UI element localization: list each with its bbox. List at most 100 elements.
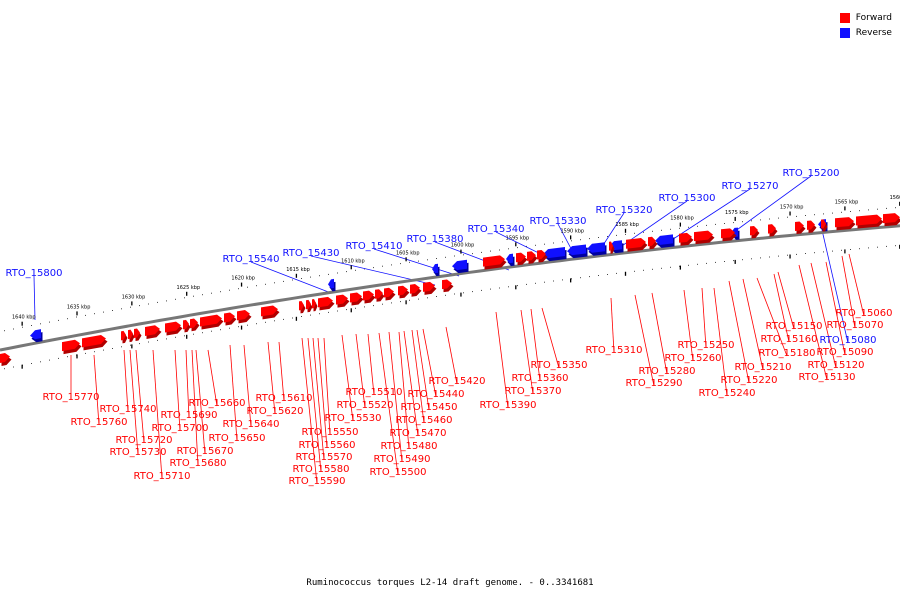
gene-label: RTO_15650 [208, 433, 265, 444]
gene-label: RTO_15720 [115, 435, 172, 446]
lower-track-dot [49, 359, 50, 361]
axis-tick-lower [240, 325, 243, 330]
gene-arrow-body [363, 290, 374, 301]
lower-track-dot [346, 309, 347, 311]
forward-gene-arrow[interactable] [165, 321, 183, 336]
forward-gene-arrow[interactable] [516, 252, 528, 266]
forward-gene-arrow[interactable] [609, 241, 615, 254]
forward-gene-arrow[interactable] [312, 299, 318, 312]
gene-arrow-body [261, 305, 278, 317]
forward-gene-arrow[interactable] [883, 213, 900, 227]
leader-line [278, 341, 285, 402]
forward-gene-arrow[interactable] [318, 296, 335, 311]
reverse-gene-arrow[interactable] [506, 253, 515, 267]
forward-gene-arrow[interactable] [121, 330, 128, 344]
leader-line [445, 326, 458, 385]
lower-track-dot [157, 339, 158, 341]
upper-track-dot [247, 286, 248, 288]
forward-gene-arrow[interactable] [134, 328, 142, 342]
forward-gene-arrow[interactable] [626, 238, 648, 252]
forward-gene-arrow[interactable] [768, 224, 778, 237]
forward-gene-arrow[interactable] [679, 232, 694, 246]
lower-track-dot [265, 321, 266, 323]
upper-track-dot [769, 218, 770, 220]
leader-line [634, 294, 655, 387]
gene-arrow-body [432, 263, 438, 274]
forward-gene-arrow[interactable] [145, 325, 162, 340]
forward-gene-arrow[interactable] [423, 281, 437, 295]
reverse-gene-arrow[interactable] [432, 263, 440, 277]
forward-gene-arrow[interactable] [261, 305, 280, 320]
forward-gene-arrow[interactable] [128, 329, 135, 343]
forward-gene-arrow[interactable] [200, 314, 224, 330]
axis-tick [76, 311, 78, 316]
upper-track-dot [49, 321, 50, 323]
forward-gene-arrow[interactable] [306, 299, 313, 313]
axis-tick [570, 235, 572, 240]
forward-gene-arrow[interactable] [821, 219, 828, 232]
forward-gene-arrow[interactable] [527, 251, 538, 264]
forward-gene-arrow[interactable] [299, 300, 306, 314]
lower-track-dot [805, 253, 806, 254]
forward-gene-arrow[interactable] [336, 294, 350, 308]
forward-gene-arrow[interactable] [483, 255, 507, 270]
reverse-gene-arrow[interactable] [543, 247, 567, 262]
lower-track-dot [220, 329, 221, 331]
forward-gene-arrow[interactable] [750, 225, 760, 239]
forward-gene-arrow[interactable] [694, 230, 715, 245]
forward-gene-arrow[interactable] [835, 217, 856, 231]
forward-gene-arrow[interactable] [0, 353, 12, 366]
leader-line [250, 261, 332, 294]
tick-label: 1625 kbp [177, 285, 201, 291]
forward-gene-arrow[interactable] [384, 287, 396, 301]
forward-gene-arrow[interactable] [237, 310, 252, 324]
leader-line [683, 289, 694, 362]
gene-label: RTO_15770 [42, 392, 99, 403]
reverse-gene-arrow[interactable] [30, 329, 43, 343]
forward-gene-arrow[interactable] [721, 228, 737, 242]
forward-gene-arrow[interactable] [375, 289, 385, 302]
forward-gene-arrow[interactable] [856, 214, 884, 229]
upper-track-dot [229, 289, 230, 291]
forward-gene-arrow[interactable] [537, 249, 548, 263]
lower-track-dot [814, 252, 815, 254]
gene-arrows[interactable] [0, 213, 900, 366]
tick-label: 1630 kbp [122, 294, 146, 300]
forward-gene-arrow[interactable] [82, 334, 108, 351]
upper-track-dot [418, 260, 419, 262]
gene-label: RTO_15420 [428, 376, 485, 387]
upper-track-dot [625, 233, 626, 235]
forward-gene-arrow[interactable] [350, 292, 364, 306]
forward-gene-arrow[interactable] [648, 236, 658, 250]
forward-gene-arrow[interactable] [363, 290, 376, 304]
gene-arrow-body [537, 249, 546, 260]
reverse-gene-arrow[interactable] [452, 259, 469, 274]
forward-gene-arrow[interactable] [183, 319, 191, 333]
gene-arrow-body [527, 251, 536, 261]
forward-gene-arrow[interactable] [62, 339, 82, 355]
forward-gene-arrow[interactable] [807, 220, 817, 233]
forward-gene-arrow[interactable] [795, 221, 806, 234]
axis-tick [131, 301, 133, 306]
forward-gene-arrow[interactable] [442, 279, 454, 293]
axis-tick-lower [624, 271, 627, 276]
upper-track-dot [76, 316, 77, 318]
lower-track-dot [103, 349, 104, 351]
gene-arrow-body [306, 299, 311, 310]
upper-track-dot [337, 272, 338, 274]
forward-gene-arrow[interactable] [190, 318, 200, 332]
reverse-gene-arrow[interactable] [328, 278, 336, 292]
gene-arrow-body [821, 219, 826, 229]
leader-line [416, 329, 430, 411]
forward-gene-arrow[interactable] [410, 283, 422, 297]
reverse-gene-arrow[interactable] [587, 242, 607, 256]
gene-arrow-body [655, 234, 673, 245]
axis-tick-lower [789, 254, 791, 259]
reverse-gene-arrow[interactable] [567, 244, 588, 259]
forward-gene-arrow[interactable] [398, 285, 410, 299]
lower-track-dot [661, 267, 662, 269]
forward-gene-arrow[interactable] [224, 312, 237, 326]
lower-track-dot [733, 260, 734, 262]
upper-track-dot [220, 291, 221, 293]
reverse-gene-arrow[interactable] [655, 234, 675, 248]
